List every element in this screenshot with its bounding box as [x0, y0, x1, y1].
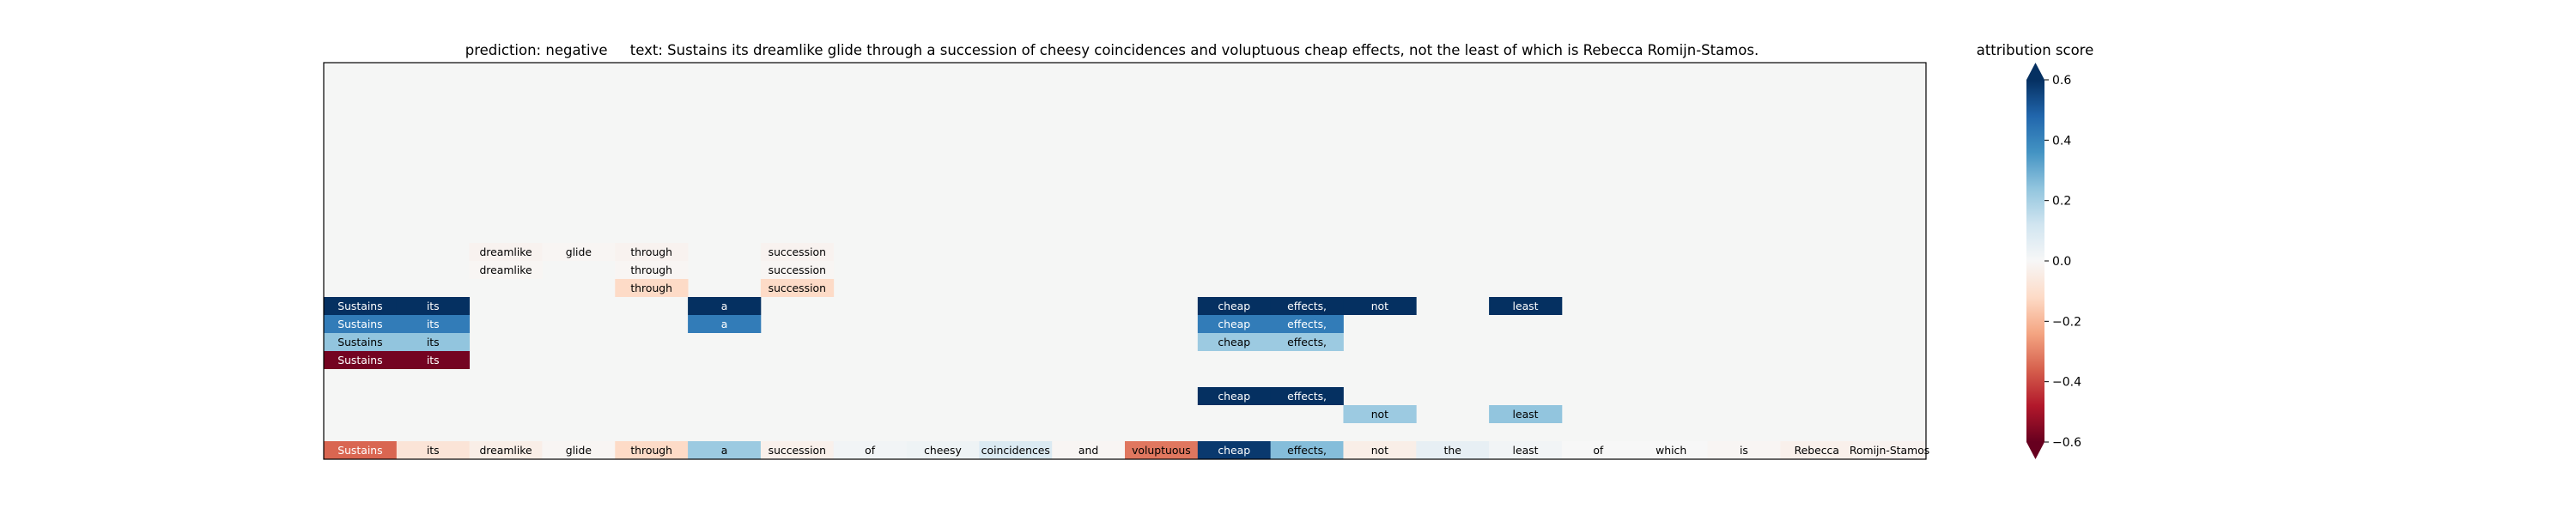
- token-level-7-label: Sustains: [337, 318, 382, 330]
- text-value: Sustains its dreamlike glide through a s…: [667, 42, 1759, 58]
- colorbar-tick-label: 0.6: [2052, 74, 2071, 88]
- token-level-10-label: dreamlike: [479, 264, 532, 276]
- token-level-11-label: dreamlike: [479, 245, 532, 258]
- token-base-label: and: [1078, 444, 1098, 457]
- colorbar-tick-label: 0.0: [2052, 255, 2071, 269]
- token-level-3-label: cheap: [1218, 390, 1250, 403]
- token-level-11-label: glide: [566, 245, 592, 258]
- text-label: text:: [630, 42, 663, 58]
- token-base-label: coincidences: [981, 444, 1050, 457]
- token-level-8-label: least: [1513, 300, 1539, 312]
- token-level-8-label: Sustains: [337, 300, 382, 312]
- token-level-6-label: cheap: [1218, 336, 1250, 348]
- token-level-7-label: a: [721, 318, 728, 330]
- token-level-6-label: its: [427, 336, 440, 348]
- token-level-11-label: succession: [769, 245, 826, 258]
- token-level-6-label: effects,: [1287, 336, 1327, 348]
- colorbar-gradient: [2026, 80, 2044, 442]
- token-base-label: its: [427, 444, 440, 457]
- token-level-10-label: through: [630, 264, 672, 276]
- token-base-label: voluptuous: [1132, 444, 1191, 457]
- token-base-label: through: [630, 444, 672, 457]
- token-base-label: of: [1593, 444, 1604, 457]
- token-level-7-label: cheap: [1218, 318, 1250, 330]
- token-level-3-label: effects,: [1287, 390, 1327, 403]
- colorbar-tick-label: 0.2: [2052, 195, 2071, 209]
- token-base-label: Romijn-Stamos: [1850, 444, 1929, 457]
- token-level-2-label: not: [1371, 408, 1388, 421]
- token-base-label: least: [1513, 444, 1539, 457]
- token-base-label: succession: [769, 444, 826, 457]
- token-level-7-label: effects,: [1287, 318, 1327, 330]
- token-level-5-label: Sustains: [337, 354, 382, 367]
- token-base-label: a: [721, 444, 728, 457]
- token-level-8-label: its: [427, 300, 440, 312]
- colorbar-tick-label: −0.6: [2052, 436, 2081, 450]
- colorbar-tick-label: −0.2: [2052, 315, 2081, 329]
- colorbar-extend-min: [2026, 442, 2044, 459]
- prediction-value: negative: [545, 42, 607, 58]
- token-base-label: Rebecca: [1795, 444, 1839, 457]
- token-level-10-label: succession: [769, 264, 826, 276]
- token-level-8-label: not: [1371, 300, 1388, 312]
- token-base-label: the: [1444, 444, 1461, 457]
- colorbar: −0.6 −0.4 −0.2 0.0 0.2 0.4 0.6: [2026, 63, 2081, 459]
- token-base-label: which: [1656, 444, 1686, 457]
- token-level-9-label: through: [630, 282, 672, 294]
- token-base-label: of: [865, 444, 876, 457]
- token-base-label: not: [1371, 444, 1388, 457]
- token-level-8-label: effects,: [1287, 300, 1327, 312]
- token-level-8-label: a: [721, 300, 728, 312]
- token-base-label: glide: [566, 444, 592, 457]
- colorbar-extend-max: [2026, 63, 2044, 80]
- token-base-label: cheap: [1218, 444, 1250, 457]
- token-base-label: effects,: [1287, 444, 1327, 457]
- token-level-9-label: succession: [769, 282, 826, 294]
- colorbar-tick-label: −0.4: [2052, 376, 2081, 390]
- token-level-2-label: least: [1513, 408, 1539, 421]
- prediction-label: prediction:: [465, 42, 541, 58]
- token-level-8-label: cheap: [1218, 300, 1250, 312]
- colorbar-label: attribution score: [1977, 42, 2094, 58]
- token-base-label: cheesy: [924, 444, 962, 457]
- colorbar-tick-label: 0.4: [2052, 134, 2071, 148]
- token-base-label: dreamlike: [479, 444, 532, 457]
- token-level-6-label: Sustains: [337, 336, 382, 348]
- token-base-label: is: [1740, 444, 1748, 457]
- chart-title: prediction: negative text: Sustains its …: [465, 42, 1759, 58]
- token-level-11-label: through: [630, 245, 672, 258]
- token-base-label: Sustains: [337, 444, 382, 457]
- token-level-5-label: its: [427, 354, 440, 367]
- token-level-7-label: its: [427, 318, 440, 330]
